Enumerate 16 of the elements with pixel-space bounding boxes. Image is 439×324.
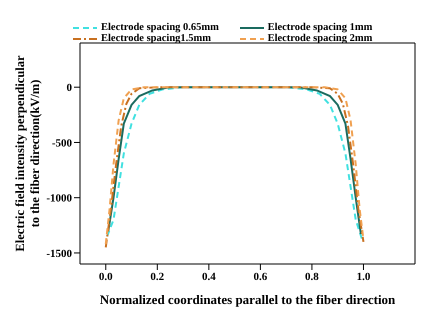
x-tick-label: 0.4	[202, 270, 216, 283]
y-tick-label: 0	[66, 82, 72, 94]
y-tick-label: -500	[52, 137, 72, 150]
x-tick-label: 1.0	[356, 270, 371, 283]
y-tick-label: -1000	[46, 192, 72, 205]
x-tick-label: 0.8	[305, 270, 320, 283]
x-axis-title: Normalized coordinates parallel to the fiber direction	[100, 292, 396, 307]
y-axis-title: Electric field intensity perpendicular to the fiber direction(kV/m)	[13, 54, 42, 252]
x-tick-label: 0.2	[150, 270, 165, 283]
legend-label: Electrode spacing1.5mm	[101, 33, 212, 44]
legend-label: Electrode spacing 2mm	[268, 33, 372, 44]
y-tick-label: -1500	[46, 248, 72, 260]
x-tick-label: 0.6	[254, 270, 268, 283]
x-tick-label: 0.0	[98, 270, 114, 283]
legend-label: Electrode spacing 0.65mm	[101, 22, 219, 33]
legend-label: Electrode spacing 1mm	[268, 22, 372, 33]
